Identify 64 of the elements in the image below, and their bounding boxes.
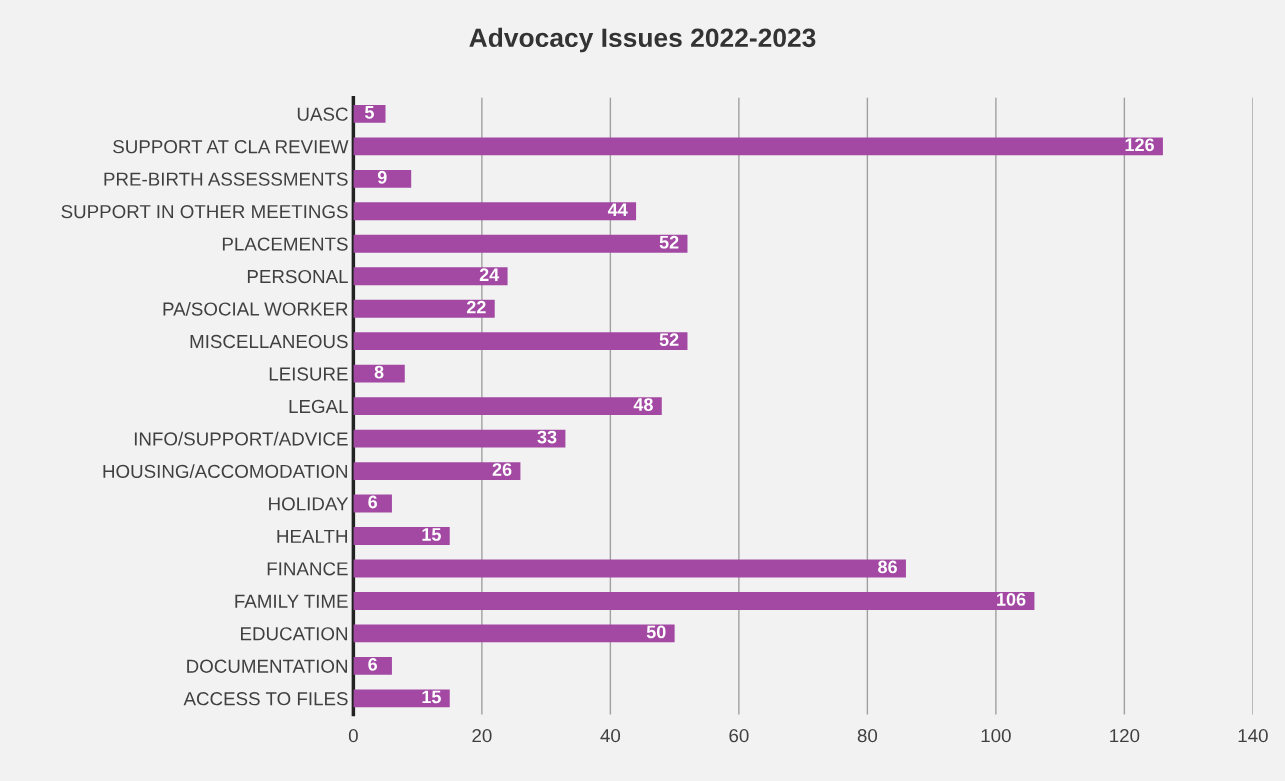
data-label: 44	[607, 203, 628, 216]
data-label: 126	[1125, 138, 1154, 152]
x-tick-label: 140	[1238, 729, 1268, 743]
y-tick-label: SUPPORT IN OTHER MEETINGS	[61, 204, 348, 219]
data-label: 33	[537, 430, 557, 444]
y-tick-label: MISCELLANEOUS	[190, 334, 348, 349]
bar	[353, 429, 566, 448]
data-label: 8	[374, 365, 384, 379]
y-tick-label: INFO/SUPPORT/ADVICE	[134, 431, 348, 446]
data-label: 9	[377, 170, 387, 184]
bar	[353, 656, 392, 675]
y-tick-label: UASC	[297, 107, 348, 121]
y-tick-label: SUPPORT AT CLA REVIEW	[113, 140, 349, 154]
bar	[353, 624, 675, 643]
y-tick-label: HEALTH	[277, 529, 347, 543]
y-tick-label: FAMILY TIME	[235, 594, 348, 608]
x-tick-label: 40	[600, 729, 621, 743]
bar	[353, 299, 495, 318]
data-label: 6	[368, 495, 378, 509]
bar	[353, 364, 405, 383]
data-label: 52	[659, 333, 679, 347]
data-label: 22	[466, 300, 486, 314]
bar	[353, 169, 412, 188]
data-label: 15	[422, 528, 441, 541]
data-label: 86	[878, 560, 897, 574]
y-tick-label: DOCUMENTATION	[187, 659, 347, 673]
y-tick-label: LEGAL	[289, 399, 348, 414]
bar	[353, 397, 662, 416]
bar	[353, 202, 637, 221]
bar	[353, 559, 906, 578]
x-tick-label: 100	[981, 729, 1011, 743]
y-tick-label: LEISURE	[269, 367, 348, 381]
x-tick-label: 60	[729, 729, 749, 743]
bar	[353, 234, 688, 253]
y-tick-label: EDUCATION	[241, 627, 347, 641]
data-label: 52	[659, 235, 679, 249]
y-tick-label: PRE-BIRTH ASSESSMENTS	[104, 172, 348, 186]
x-tick-label: 0	[348, 729, 358, 743]
bar	[353, 332, 688, 351]
bar	[353, 137, 1163, 156]
y-tick-label: PLACEMENTS	[222, 237, 348, 251]
y-tick-label: ACCESS TO FILES	[183, 692, 348, 706]
y-tick-label: PERSONAL	[247, 269, 348, 284]
data-label: 6	[368, 657, 378, 671]
y-tick-label: HOUSING/ACCOMODATION	[103, 464, 347, 479]
y-tick-label: FINANCE	[267, 562, 348, 576]
data-label: 48	[633, 398, 653, 411]
data-label: 26	[492, 463, 512, 476]
data-label: 5	[364, 106, 374, 119]
bar	[353, 527, 450, 545]
x-tick-label: 80	[857, 729, 878, 743]
y-tick-label: HOLIDAY	[269, 497, 349, 511]
x-tick-label: 20	[472, 729, 492, 743]
data-label: 50	[646, 625, 666, 639]
bar	[353, 592, 1035, 610]
x-tick-label: 120	[1110, 729, 1140, 743]
data-label: 15	[422, 690, 441, 704]
bar	[353, 267, 508, 286]
bar	[353, 689, 450, 708]
y-tick-label: PA/SOCIAL WORKER	[163, 301, 348, 316]
data-label: 24	[479, 268, 500, 281]
bar	[353, 462, 521, 480]
chart-title: Advocacy Issues 2022-2023	[469, 27, 816, 53]
data-label: 106	[997, 593, 1026, 606]
